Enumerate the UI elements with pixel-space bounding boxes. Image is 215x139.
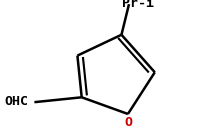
Text: O: O	[124, 116, 132, 129]
Text: OHC: OHC	[4, 95, 28, 108]
Text: Pr-i: Pr-i	[122, 0, 154, 10]
